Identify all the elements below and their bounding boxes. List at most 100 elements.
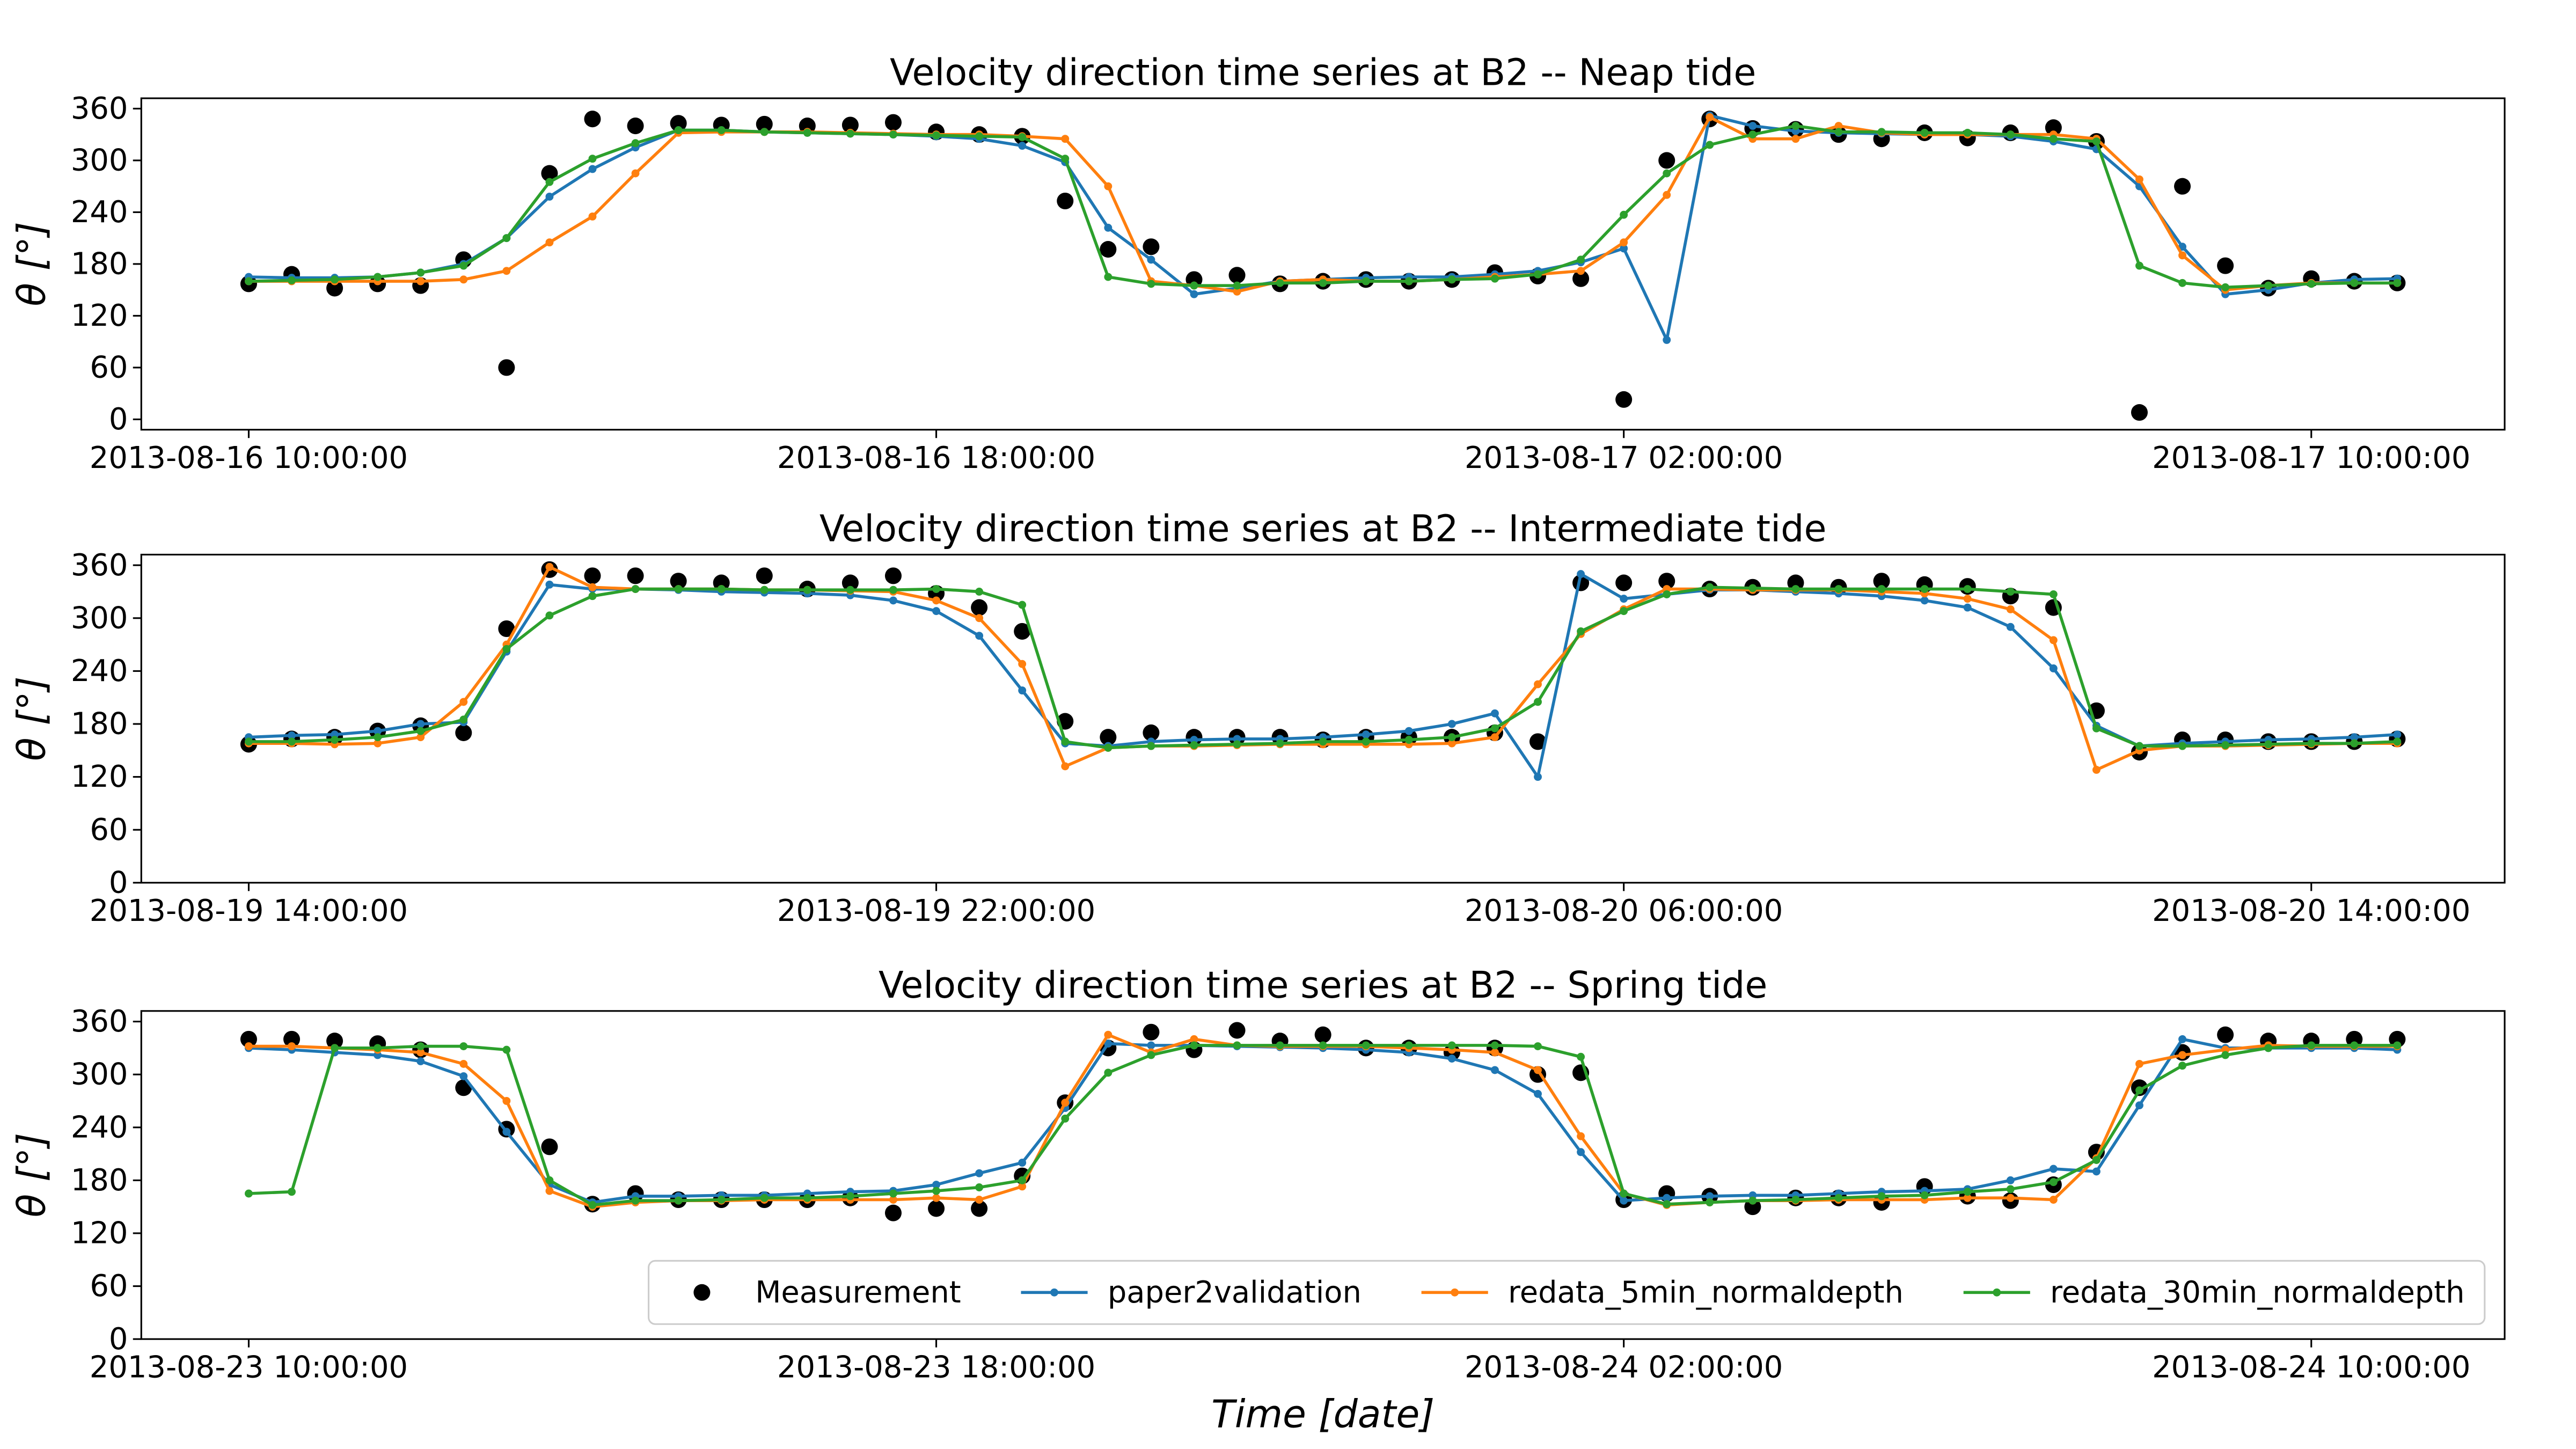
measurement-point [1529, 733, 1547, 750]
measurement-point [1615, 391, 1633, 408]
line-marker [1018, 1176, 1027, 1184]
line-marker [932, 607, 940, 616]
line-marker [1491, 733, 1499, 742]
line-marker [331, 736, 339, 744]
line-marker [1791, 122, 1800, 130]
line-marker [374, 733, 382, 742]
line-marker [2092, 766, 2101, 774]
line-marker [1233, 740, 1241, 749]
line-marker [760, 586, 769, 594]
line-marker [1920, 585, 1929, 593]
line-marker [846, 586, 854, 594]
x-tick-label: 2013-08-16 18:00:00 [777, 441, 1095, 475]
line-marker [1447, 720, 1456, 728]
line-marker [459, 261, 468, 270]
line-marker [502, 1128, 511, 1136]
line-marker [1963, 128, 1972, 137]
line-marker [1233, 281, 1241, 290]
axes-frame [140, 553, 2506, 884]
y-tick-label: 300 [71, 601, 128, 635]
line-marker [588, 583, 597, 591]
line-marker [1620, 595, 1628, 603]
line-marker [1404, 736, 1413, 744]
measurement-point [2045, 119, 2062, 136]
axes-frame [140, 97, 2506, 431]
measurement-point [841, 574, 859, 591]
line-marker [1963, 1188, 1972, 1196]
legend: Measurement paper2validation redata_5min_n… [648, 1260, 2486, 1325]
line-marker [1104, 182, 1113, 191]
line-marker [1061, 155, 1070, 163]
line-marker [2350, 733, 2359, 742]
y-axis-label: θ [°] [9, 222, 54, 306]
y-tick-label: 60 [90, 1269, 128, 1304]
measurement-point [971, 599, 988, 616]
measurement-point [627, 567, 644, 584]
line-marker [2006, 623, 2015, 631]
x-tick-label: 2013-08-17 02:00:00 [1465, 441, 1783, 475]
line-marker [1190, 1035, 1198, 1043]
line-marker [416, 1057, 425, 1065]
line-marker [416, 268, 425, 277]
measurement-point [2217, 1026, 2234, 1043]
measurement-point [756, 115, 773, 133]
line-marker [1663, 1200, 1671, 1209]
line-marker [245, 737, 253, 746]
legend-label: Measurement [755, 1275, 961, 1310]
line-marker [932, 585, 940, 593]
measurement-point [498, 359, 515, 376]
line-marker [502, 234, 511, 243]
line-marker [2178, 1051, 2186, 1059]
line-marker [2049, 1165, 2058, 1173]
line-marker [1491, 1041, 1499, 1050]
line-marker [1104, 273, 1113, 281]
line-marker [1319, 1041, 1327, 1050]
line-marker [1748, 122, 1757, 130]
line-marker [1963, 585, 1972, 593]
line-marker [245, 277, 253, 286]
line-marker [1362, 730, 1370, 739]
y-tick-label: 120 [71, 1216, 128, 1251]
line-marker [760, 128, 769, 136]
x-tick-label: 2013-08-19 14:00:00 [90, 894, 408, 928]
line-marker [2135, 175, 2143, 184]
line-marker [631, 1196, 640, 1205]
line-marker [416, 733, 425, 742]
line-marker [889, 586, 897, 594]
measurement-point [2389, 1030, 2406, 1048]
line-marker [2092, 137, 2101, 145]
line-marker [1190, 741, 1198, 749]
line-marker [1577, 570, 1585, 579]
line-marker [2178, 243, 2186, 251]
plot-area [240, 111, 2406, 421]
line-marker [1104, 1040, 1113, 1048]
y-tick-label: 240 [71, 195, 128, 230]
line-marker [459, 1059, 468, 1068]
line-marker [932, 131, 940, 140]
line-marker [631, 169, 640, 178]
line-marker [459, 715, 468, 724]
line-marker [2135, 261, 2143, 270]
line-marker [803, 128, 811, 137]
line-marker [717, 585, 726, 593]
line-marker [502, 267, 511, 275]
line-marker [2178, 742, 2186, 750]
line-marker [889, 596, 897, 605]
legend-frame [648, 1260, 2486, 1325]
measurement-point [2174, 178, 2191, 195]
line-marker [2393, 1041, 2402, 1050]
line-marker [1834, 585, 1843, 593]
line-marker [588, 592, 597, 601]
x-tick-label: 2013-08-24 02:00:00 [1465, 1350, 1783, 1385]
line-marker [889, 130, 897, 139]
measurement-point [799, 118, 816, 135]
line-marker [374, 273, 382, 281]
line-marker [1447, 275, 1456, 284]
line-marker [1706, 1192, 1714, 1201]
measurement-point [1314, 1026, 1331, 1043]
line-marker [2135, 1101, 2143, 1110]
x-tick-label: 2013-08-23 18:00:00 [777, 1350, 1095, 1385]
line-marker [1620, 210, 1628, 219]
line-marker [717, 126, 726, 135]
